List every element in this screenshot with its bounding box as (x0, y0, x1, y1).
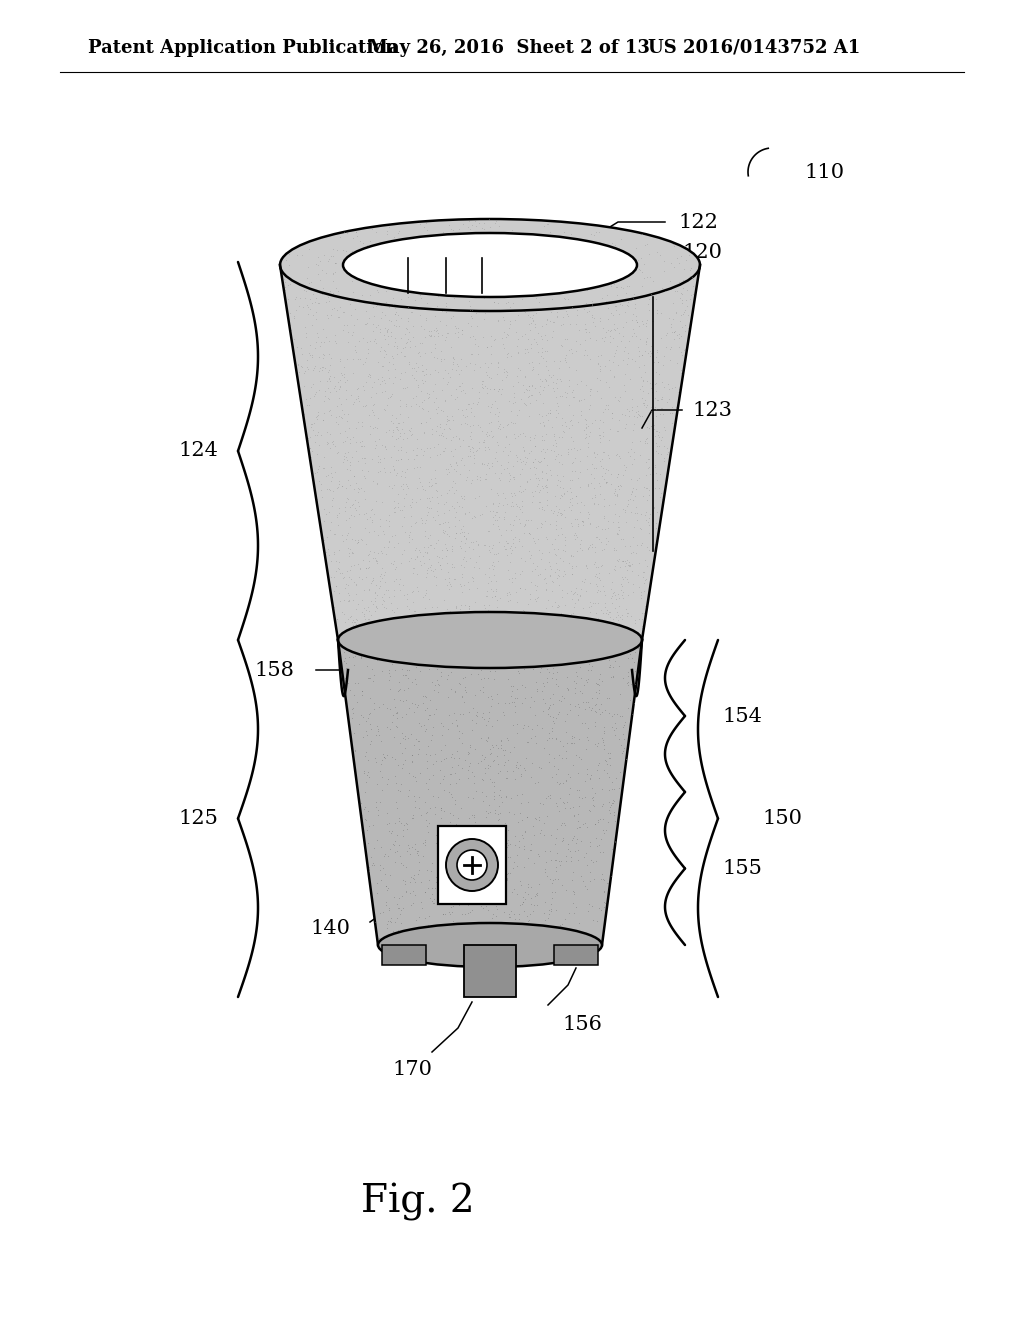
Bar (382, 945, 426, 965)
Bar (554, 945, 598, 965)
Bar (464, 945, 516, 997)
Text: 154: 154 (722, 706, 762, 726)
Text: 170: 170 (392, 1060, 432, 1078)
Text: 158: 158 (254, 660, 294, 680)
Text: 150: 150 (762, 808, 802, 828)
Ellipse shape (338, 612, 642, 668)
Ellipse shape (378, 923, 602, 968)
Text: 120: 120 (682, 243, 722, 261)
Polygon shape (338, 640, 642, 945)
Ellipse shape (343, 234, 637, 297)
Bar (438, 826, 506, 904)
Text: 122: 122 (678, 213, 718, 231)
Text: 123: 123 (692, 400, 732, 420)
Ellipse shape (457, 850, 487, 880)
Text: Patent Application Publication: Patent Application Publication (88, 40, 398, 57)
Text: 110: 110 (804, 162, 844, 181)
Text: US 2016/0143752 A1: US 2016/0143752 A1 (648, 40, 860, 57)
Polygon shape (280, 265, 700, 640)
Text: 155: 155 (722, 858, 762, 878)
Text: Fig. 2: Fig. 2 (361, 1183, 475, 1221)
Text: 124: 124 (178, 441, 218, 461)
Text: May 26, 2016  Sheet 2 of 13: May 26, 2016 Sheet 2 of 13 (368, 40, 650, 57)
Text: 125: 125 (178, 808, 218, 828)
Text: 140: 140 (310, 919, 350, 937)
Ellipse shape (280, 219, 700, 312)
Ellipse shape (446, 840, 498, 891)
Text: 156: 156 (562, 1015, 602, 1034)
